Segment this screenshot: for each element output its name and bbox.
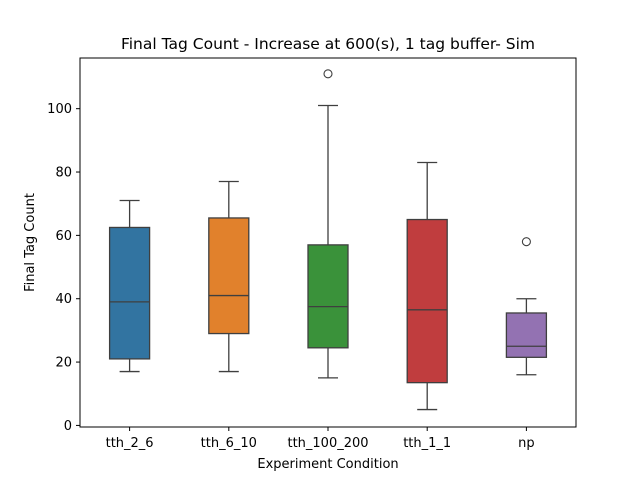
box-body	[307, 244, 349, 349]
x-tick-label: np	[518, 436, 535, 451]
y-tick-label: 20	[55, 356, 72, 371]
box-tth_1_1	[406, 161, 448, 411]
box-tth_6_10	[208, 180, 250, 373]
box-np	[505, 237, 548, 376]
axes: 0 20 40 60 80 100 tth_2_6 tth_6_10 tth_100_200 tt…	[47, 57, 577, 451]
box-tth_2_6	[108, 199, 151, 373]
x-tick-label: tth_2_6	[106, 436, 154, 451]
x-tick-label: tth_6_10	[201, 436, 257, 451]
y-tick-label: 0	[64, 419, 72, 434]
chart-title: Final Tag Count - Increase at 600(s), 1 …	[121, 35, 535, 53]
outlier-point	[323, 69, 333, 79]
x-axis-label: Experiment Condition	[257, 457, 398, 472]
y-axis-label: Final Tag Count	[23, 193, 38, 292]
box-body	[406, 218, 448, 384]
box-body	[208, 217, 250, 335]
box-body	[505, 312, 548, 358]
y-tick-label: 100	[47, 102, 72, 117]
y-tick-label: 40	[55, 292, 72, 307]
y-tick-label: 80	[55, 166, 72, 181]
box-body	[108, 226, 151, 360]
outlier-point	[521, 237, 531, 247]
x-tick-label: tth_100_200	[287, 436, 368, 451]
box-tth_100_200	[307, 69, 349, 379]
plot-area	[108, 69, 548, 411]
x-tick-label: tth_1_1	[403, 436, 451, 451]
y-tick-label: 60	[55, 229, 72, 244]
